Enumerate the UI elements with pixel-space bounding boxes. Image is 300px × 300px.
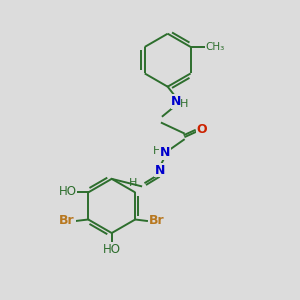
Text: Br: Br [59, 214, 75, 227]
Text: HO: HO [103, 243, 121, 256]
Text: HO: HO [59, 185, 77, 198]
Text: N: N [171, 95, 182, 108]
Text: CH₃: CH₃ [206, 42, 225, 52]
Text: O: O [196, 123, 207, 136]
Text: H: H [153, 146, 161, 157]
Text: Br: Br [148, 214, 164, 227]
Text: N: N [160, 146, 170, 159]
Text: H: H [180, 99, 189, 110]
Text: N: N [155, 164, 166, 176]
Text: H: H [129, 178, 137, 188]
